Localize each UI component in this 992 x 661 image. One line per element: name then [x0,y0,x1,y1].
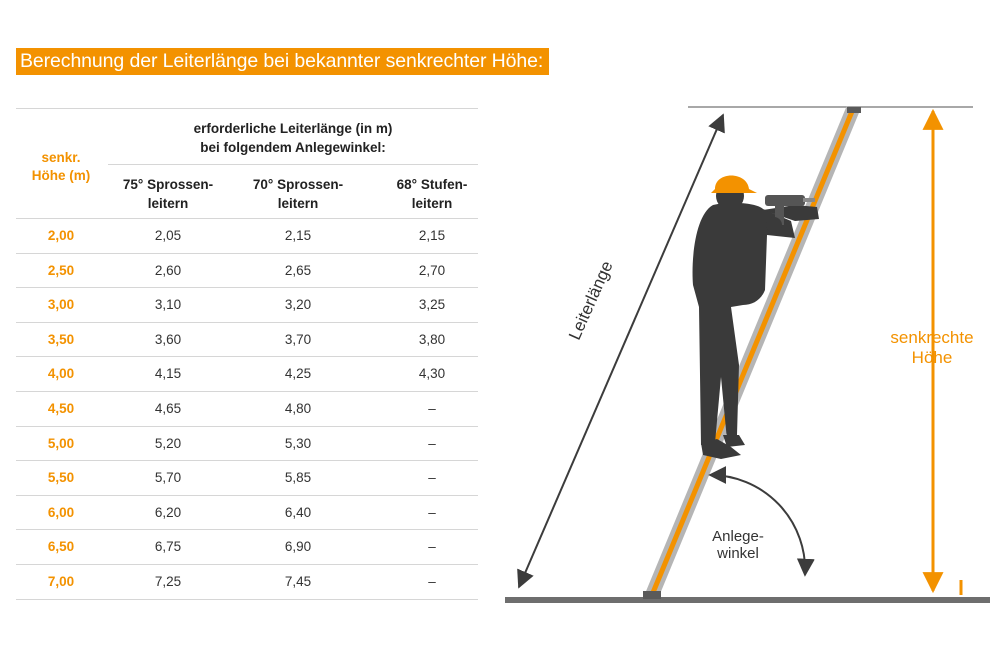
table-row: 5,50 5,70 5,85 – [16,460,478,495]
length-cell: 4,30 [418,366,446,382]
hard-hat-icon [711,175,757,193]
table-row: 4,50 4,65 4,80 – [16,391,478,426]
length-cell: 3,10 [154,297,182,313]
length-cell: 6,40 [284,504,312,520]
table-row: 2,00 2,05 2,15 2,15 [16,218,478,253]
worker-figure [692,175,819,459]
length-cell: 5,30 [284,435,312,451]
header-height: senkr. Höhe (m) [16,149,106,185]
header-68-line1: 68° Stufen- [396,177,468,192]
drill-handle [775,205,784,225]
table-row: 4,00 4,15 4,25 4,30 [16,356,478,391]
ladder [643,106,861,599]
length-cell: 2,15 [284,228,312,243]
header-68-step: 68° Stufen- leitern [372,175,492,213]
length-cell: 6,20 [154,504,182,520]
table-top-rule [16,108,478,109]
worker-body [692,202,795,445]
ladder-rail-accent [649,108,856,596]
angle-label-line2: winkel [717,545,759,562]
header-required-length: erforderliche Leiterlänge (in m) bei fol… [108,119,478,157]
length-cell: – [428,539,436,555]
table-row: 6,00 6,20 6,40 – [16,494,478,530]
drill-bit [803,198,815,202]
length-cell: – [428,470,436,486]
ladder-length-arrow [517,113,725,589]
header-75-rung: 75° Sprossen- leitern [108,175,228,213]
angle-arc [708,465,815,577]
header-70-rung: 70° Sprossen- leitern [238,175,358,213]
height-cell: 4,00 [47,366,75,382]
length-cell: – [428,504,436,520]
height-cell: 3,50 [47,331,75,347]
height-cell: 2,00 [47,228,75,243]
angle-label-line1: Anlege- [712,528,764,545]
length-cell: 6,90 [284,539,312,555]
length-cell: 4,15 [154,366,182,382]
length-cell: 2,70 [418,262,446,278]
table-row: 3,00 3,10 3,20 3,25 [16,287,478,322]
height-label: senkrechte Höhe [873,328,991,368]
length-cell: 3,80 [418,331,446,347]
ladder-diagram: Leiterlänge senkrechte Höhe Anlege- wink… [495,95,992,615]
header-68-line2: leitern [411,196,453,211]
worker-boot-right [723,435,745,447]
height-cell: 7,00 [47,574,75,589]
worker-hand [766,217,782,233]
header-height-line1: senkr. [41,150,81,165]
height-cell: 5,50 [47,470,75,486]
drill-icon [765,195,805,206]
length-cell: – [428,401,436,416]
header-group-rule [108,164,478,165]
length-cell: 6,75 [154,539,182,555]
length-cell: – [428,435,436,451]
length-cell: 7,25 [154,574,182,589]
table-row: 2,50 2,60 2,65 2,70 [16,252,478,288]
header-70-line2: leitern [277,196,319,211]
length-cell: 2,05 [154,228,182,243]
header-70-line1: 70° Sprossen- [252,177,344,192]
length-cell: – [428,574,436,589]
length-cell: 5,70 [154,470,182,486]
height-cell: 6,00 [47,504,75,520]
length-cell: 2,15 [418,228,446,243]
table-row: 7,00 7,25 7,45 – [16,564,478,599]
length-cell: 5,85 [284,470,312,486]
ladder-foot [643,591,661,599]
length-cell: 3,70 [284,331,312,347]
length-cell: 2,65 [284,262,312,278]
height-cell: 4,50 [47,401,75,416]
length-cell: 3,25 [418,297,446,313]
ladder-illustration [505,106,990,603]
length-cell: 5,20 [154,435,182,451]
table-row: 3,50 3,60 3,70 3,80 [16,321,478,357]
length-cell: 3,60 [154,331,182,347]
page-title: Berechnung der Leiterlänge bei bekannter… [16,48,550,75]
length-cell: 7,45 [284,574,312,589]
length-cell: 4,80 [284,401,312,416]
height-label-line2: Höhe [911,348,953,367]
height-cell: 2,50 [47,262,75,278]
header-75-line2: leitern [147,196,189,211]
height-cell: 6,50 [47,539,75,555]
worker-boot-left [701,439,741,459]
header-required-length-line1: erforderliche Leiterlänge (in m) [193,121,393,136]
angle-label: Anlege- winkel [703,528,773,562]
height-label-line1: senkrechte [890,328,974,347]
height-cell: 3,00 [47,297,75,313]
height-cell: 5,00 [47,435,75,451]
table-row: 6,50 6,75 6,90 – [16,529,478,564]
length-cell: 3,20 [284,297,312,313]
length-cell: 2,60 [154,262,182,278]
header-height-line2: Höhe (m) [31,168,91,183]
ladder-top-cap [847,107,861,113]
header-required-length-line2: bei folgendem Anlegewinkel: [200,140,386,155]
table-row: 5,00 5,20 5,30 – [16,425,478,461]
ground-line [505,597,990,603]
header-75-line1: 75° Sprossen- [122,177,214,192]
table-bottom-rule [16,598,478,600]
length-cell: 4,65 [154,401,182,416]
length-cell: 4,25 [284,366,312,382]
